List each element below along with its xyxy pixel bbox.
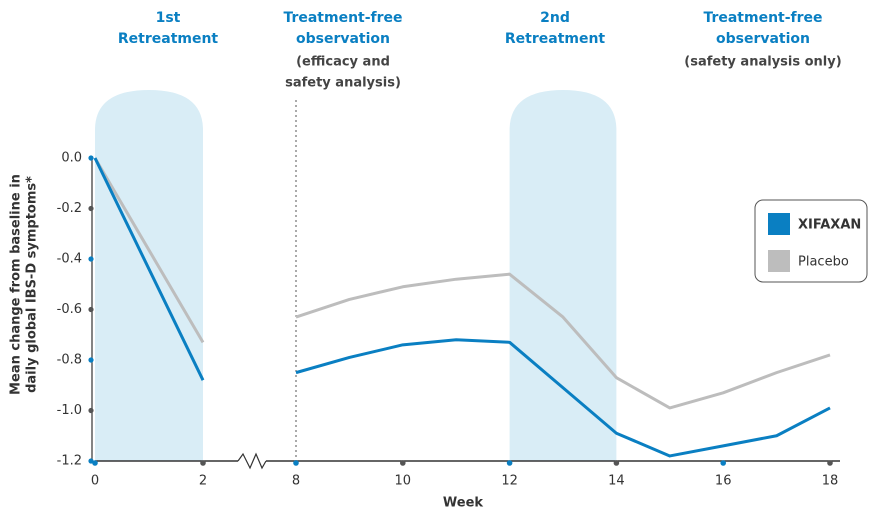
x-tick (92, 460, 98, 466)
series-line (93, 157, 205, 381)
x-tick-label: 14 (608, 474, 625, 489)
y-tick-label: -1.2 (57, 454, 82, 469)
legend-swatch (768, 250, 790, 272)
y-tick (88, 155, 94, 161)
y-axis-label: daily global IBS-D symptoms* (25, 176, 40, 393)
phase-note: (efficacy and (296, 55, 390, 70)
x-tick (720, 460, 726, 466)
y-tick-label: -1.0 (57, 403, 82, 418)
y-tick (88, 357, 94, 363)
y-tick-label: -0.2 (57, 201, 82, 216)
x-tick-label: 10 (395, 474, 412, 489)
phase-title: 2nd (540, 10, 570, 26)
phase-title: Retreatment (505, 31, 606, 47)
x-tick (293, 460, 299, 466)
series-line (295, 272, 831, 410)
x-tick-label: 8 (292, 474, 300, 489)
x-tick-label: 2 (199, 474, 207, 489)
y-tick (88, 407, 94, 414)
x-tick (506, 460, 513, 466)
legend-label: Placebo (798, 255, 849, 270)
series-line (295, 338, 831, 458)
x-tick-label: 16 (715, 474, 732, 489)
x-tick (200, 460, 206, 466)
y-axis-label: Mean change from baseline in (9, 174, 24, 395)
phase-title: observation (716, 31, 810, 47)
phase-title: observation (296, 31, 390, 47)
x-tick (827, 460, 833, 466)
x-tick-label: 12 (501, 474, 518, 489)
y-tick-label: 0.0 (61, 151, 82, 166)
y-tick (88, 256, 94, 262)
treatment-band (509, 90, 617, 461)
treatment-band (95, 90, 203, 461)
y-tick-label: -0.6 (57, 302, 82, 317)
legend-swatch (768, 213, 790, 235)
series-line (93, 157, 205, 344)
axis-break (237, 452, 267, 470)
phase-note: safety analysis) (285, 76, 401, 91)
legend-label: XIFAXAN (798, 218, 861, 233)
phase-title: Treatment-free (703, 10, 822, 26)
x-axis-label: Week (443, 496, 484, 511)
phase-note: (safety analysis only) (684, 55, 841, 70)
phase-title: Treatment-free (283, 10, 402, 26)
x-tick (400, 460, 406, 466)
x-tick-label: 18 (822, 474, 839, 489)
y-tick (88, 306, 94, 313)
x-tick (613, 460, 620, 466)
y-tick (88, 205, 94, 212)
y-tick-label: -0.8 (57, 353, 82, 368)
y-tick-label: -0.4 (57, 252, 82, 267)
phase-title: Retreatment (118, 31, 219, 47)
phase-title: 1st (156, 10, 181, 26)
x-tick-label: 0 (91, 474, 99, 489)
